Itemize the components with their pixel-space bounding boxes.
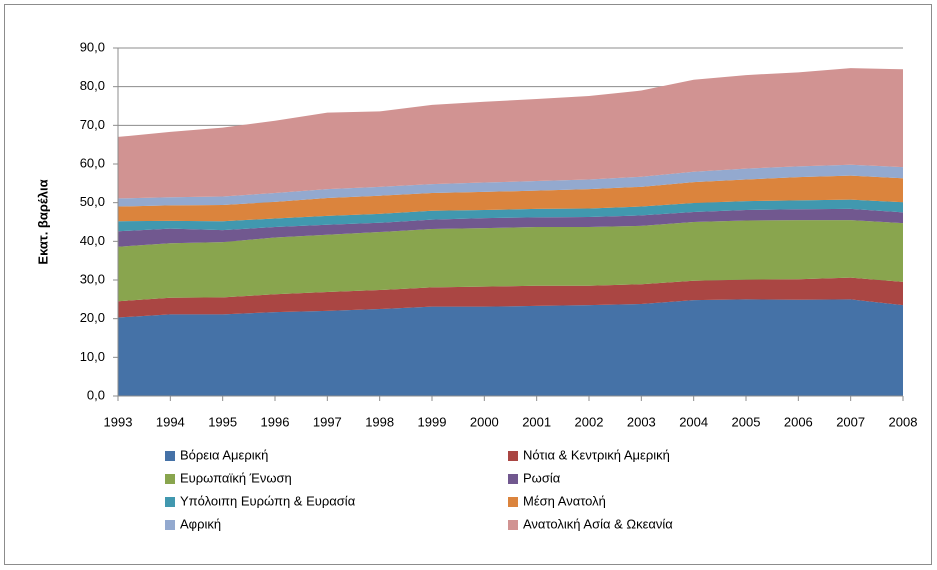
- y-axis-title: Εκατ. βαρέλια: [35, 179, 50, 264]
- legend-label: Μέση Ανατολή: [523, 493, 606, 508]
- legend-label: Ρωσία: [523, 470, 561, 485]
- legend-label: Ανατολική Ασία & Ωκεανία: [523, 516, 673, 531]
- x-tick-label: 2006: [784, 414, 813, 429]
- legend-swatch: [508, 497, 518, 507]
- x-tick-label: 2004: [679, 414, 708, 429]
- x-tick-label: 1999: [418, 414, 447, 429]
- legend-swatch: [165, 451, 175, 461]
- y-tick-label: 20,0: [80, 310, 105, 325]
- x-tick-label: 1993: [104, 414, 133, 429]
- area: [118, 208, 903, 247]
- legend-label: Βόρεια Αμερική: [180, 447, 268, 462]
- y-tick-label: 90,0: [80, 39, 105, 54]
- x-tick-label: 1994: [156, 414, 185, 429]
- y-tick-label: 40,0: [80, 233, 105, 248]
- x-tick-label: 2005: [732, 414, 761, 429]
- x-tick-label: 1995: [208, 414, 237, 429]
- x-tick-label: 1996: [261, 414, 290, 429]
- y-tick-label: 0,0: [87, 387, 105, 402]
- y-tick-label: 60,0: [80, 155, 105, 170]
- area: [118, 164, 903, 207]
- y-tick-label: 80,0: [80, 78, 105, 93]
- x-tick-label: 1998: [365, 414, 394, 429]
- legend-swatch: [508, 474, 518, 484]
- x-tick-label: 1997: [313, 414, 342, 429]
- x-tick-label: 2007: [836, 414, 865, 429]
- x-tick-label: 2003: [627, 414, 656, 429]
- legend-label: Αφρική: [180, 516, 221, 531]
- x-tick-label: 2000: [470, 414, 499, 429]
- legend-swatch: [165, 474, 175, 484]
- y-tick-label: 70,0: [80, 117, 105, 132]
- legend-label: Υπόλοιπη Ευρώπη & Ευρασία: [180, 493, 356, 508]
- y-tick-label: 30,0: [80, 271, 105, 286]
- x-tick-label: 2008: [889, 414, 918, 429]
- y-tick-label: 10,0: [80, 349, 105, 364]
- area: [118, 68, 903, 199]
- legend-swatch: [508, 451, 518, 461]
- y-tick-label: 50,0: [80, 194, 105, 209]
- area: [118, 277, 903, 318]
- area: [118, 220, 903, 302]
- legend-label: Ευρωπαϊκή Ένωση: [180, 470, 292, 485]
- area: [118, 299, 903, 396]
- legend-swatch: [508, 520, 518, 530]
- legend-swatch: [165, 497, 175, 507]
- area: [118, 175, 903, 222]
- legend-label: Νότια & Κεντρική Αμερική: [523, 447, 670, 462]
- area: [118, 199, 903, 232]
- legend-swatch: [165, 520, 175, 530]
- x-tick-label: 2001: [522, 414, 551, 429]
- x-tick-label: 2002: [575, 414, 604, 429]
